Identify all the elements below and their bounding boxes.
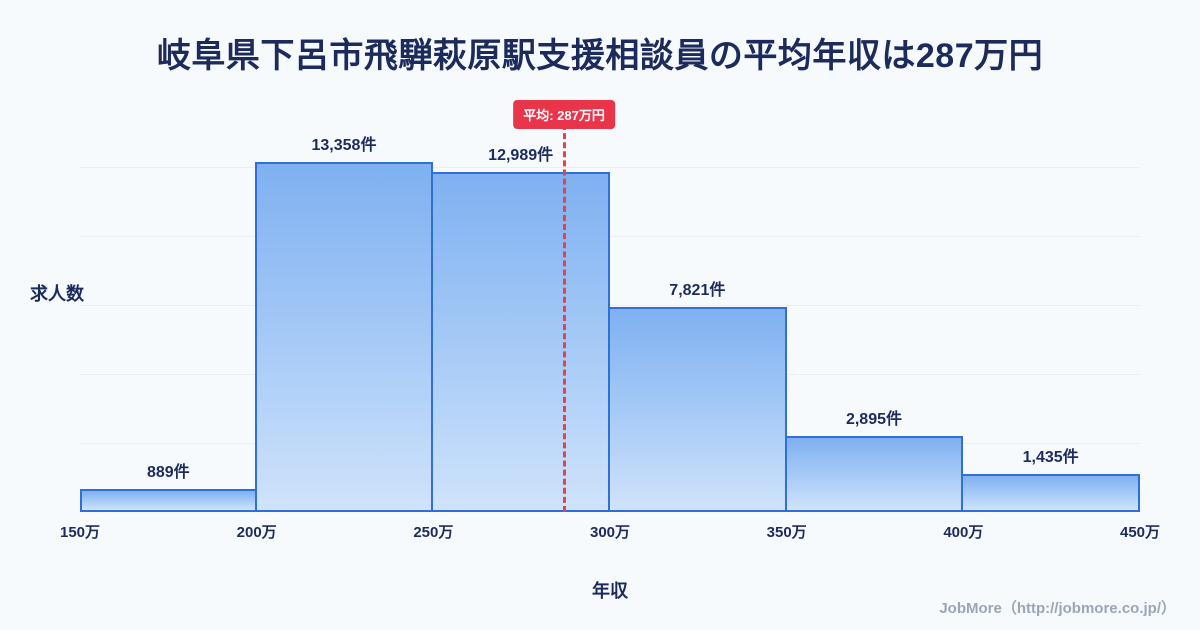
plot-area: 889件 13,358件 12,989件 7,821件 2,895件 1,435件 平均:… [80,100,1140,512]
histogram-bar [80,489,257,512]
histogram-bar-group: 7,821件 [608,282,787,512]
x-tick-label: 300万 [589,524,631,541]
histogram-bar [608,307,787,512]
x-tick-label: 450万 [1119,524,1161,541]
salary-histogram-chart: 889件 13,358件 12,989件 7,821件 2,895件 1,435件 平均:… [60,100,1160,603]
x-tick-label: 250万 [413,524,454,541]
histogram-bar [431,172,610,512]
bars-container: 889件 13,358件 12,989件 7,821件 2,895件 1,435件 [80,100,1140,512]
histogram-bar-group: 2,895件 [784,411,964,512]
histogram-bar-group: 13,358件 [254,137,434,512]
bar-count-label: 2,895件 [845,411,902,428]
bar-count-label: 13,358件 [311,137,377,154]
x-tick-label: 150万 [59,524,101,541]
x-tick-label: 200万 [236,524,277,541]
watermark-credit: JobMore（http://jobmore.co.jp/） [939,600,1176,617]
x-axis-ticks: 150万 200万 250万 300万 350万 400万 450万 [60,521,1160,543]
bar-count-label: 12,989件 [488,147,554,164]
page-title: 岐阜県下呂市飛騨萩原駅支援相談員の平均年収は287万円 [156,37,1044,75]
bar-count-label: 889件 [146,464,190,481]
average-dashed-line [562,124,566,512]
y-axis-label: 求人数 [30,284,84,304]
bar-count-label: 1,435件 [1022,449,1079,466]
x-tick-label: 400万 [943,524,984,541]
histogram-bar-group: 1,435件 [961,449,1140,512]
x-tick-label: 350万 [766,524,807,541]
bar-count-label: 7,821件 [669,282,726,299]
histogram-bar [961,474,1140,512]
histogram-bar [784,436,964,512]
histogram-bar-group: 12,989件 [431,147,610,512]
histogram-bar [254,162,434,512]
average-badge: 平均: 287万円 [513,100,615,129]
x-axis-label: 年収 [592,581,628,601]
histogram-bar-group: 889件 [80,464,257,512]
